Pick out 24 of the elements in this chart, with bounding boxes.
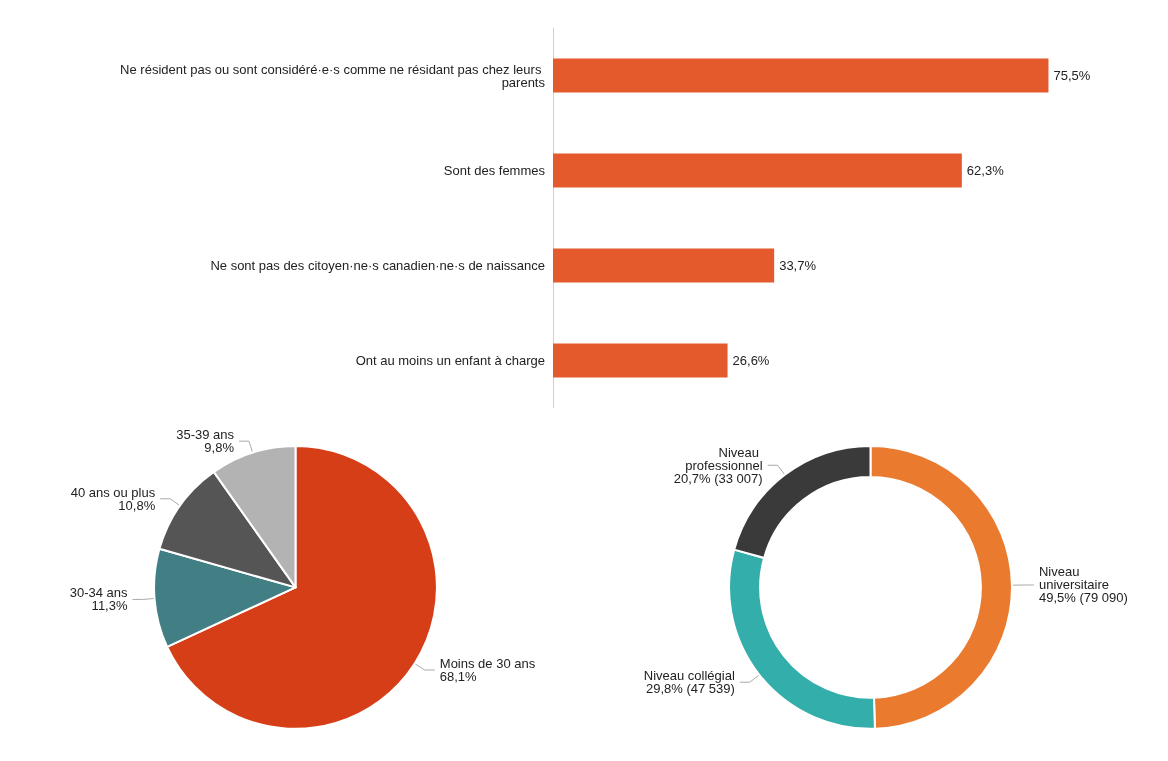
data-label: 49,5% (79 090) [1038,590,1128,606]
slice-label: Moins de 30 ans [439,656,536,672]
data-label: 29,8% (47 539) [645,681,735,697]
y-tick-label: Ne résident pas ou sont considéré·e·s comme ne résidant pas chez leurs parents [120,61,546,90]
slice-label: 35-39 ans [176,427,235,443]
slice-label: Niveau professionnel [685,444,763,473]
data-label: 9,8% [204,440,235,456]
slice-label: 40 ans ou plus [70,484,156,500]
slice-label: Niveau collégial [643,668,735,684]
data-label: 75,5% [1053,68,1091,83]
y-tick-label: Sont des femmes [443,163,546,178]
data-label: 26,6% [732,353,770,368]
bar [553,343,728,378]
slice-label: Niveau universitaire [1038,564,1110,593]
data-label: 68,1% [439,669,478,685]
bar [553,153,962,188]
data-label: 62,3% [966,163,1005,178]
bar [553,58,1049,93]
slice-label: 30-34 ans [69,585,129,601]
bar [553,248,775,283]
y-tick-label: Ne sont pas des citoyen·ne·s canadien·ne·s de naissance [210,258,545,273]
data-label: 33,7% [779,258,817,273]
data-label: 11,3% [91,598,128,614]
y-tick-label: Ont au moins un enfant à charge [355,353,545,368]
